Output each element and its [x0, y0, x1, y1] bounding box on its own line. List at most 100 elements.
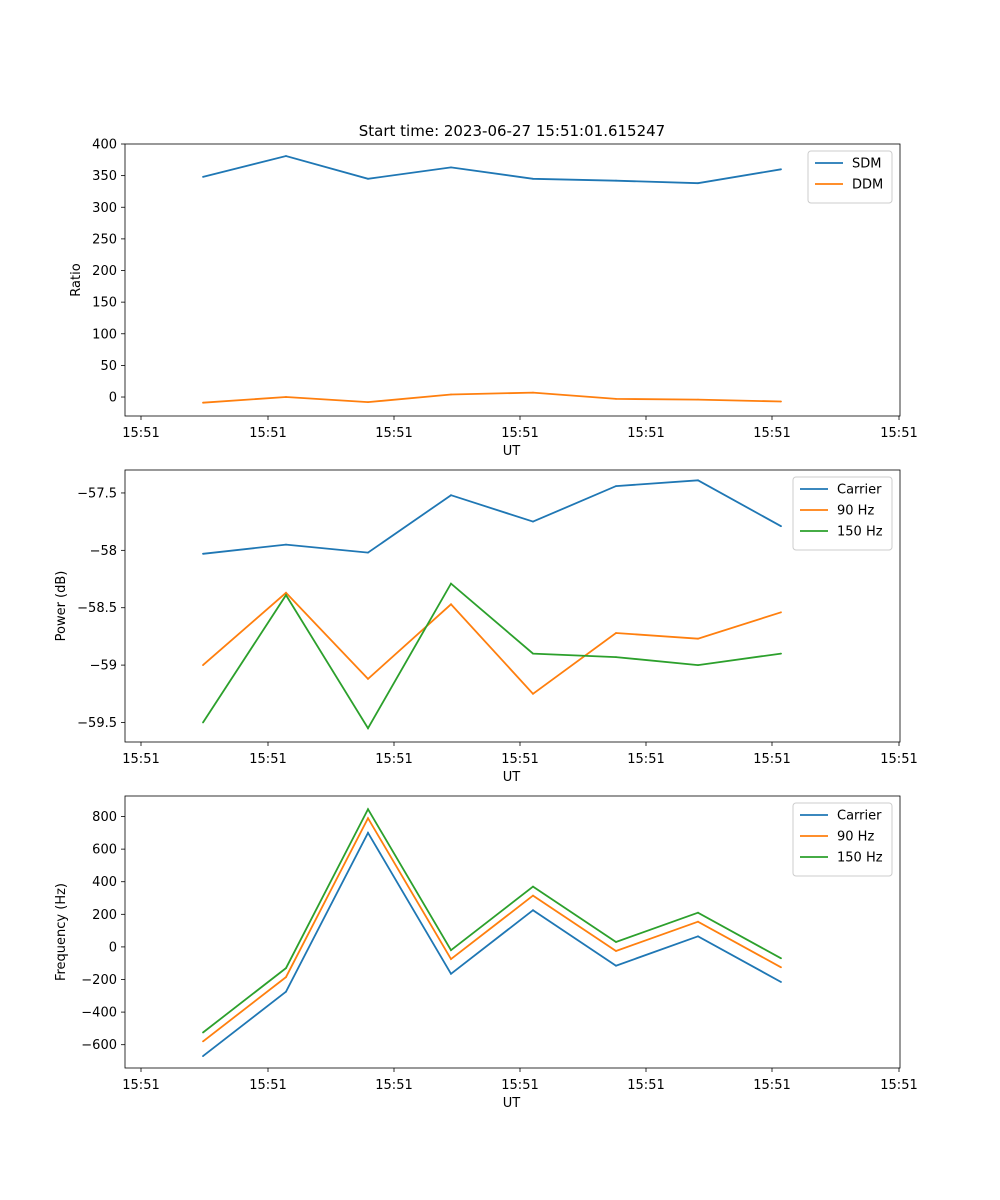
legend-label: DDM: [852, 178, 883, 193]
data-point: [202, 176, 204, 178]
data-point: [697, 398, 699, 401]
x-tick-label: 15:51: [501, 752, 538, 767]
data-point: [697, 664, 699, 666]
series-line-90-hz: [202, 816, 782, 1043]
series-line-90-hz: [202, 591, 782, 696]
data-point: [367, 808, 369, 811]
axes-frame: [124, 795, 901, 1069]
series-line-carrier: [202, 479, 782, 555]
data-point: [615, 964, 617, 967]
data-point: [780, 966, 782, 969]
data-point: [285, 990, 287, 993]
data-point: [780, 981, 782, 983]
y-tick-label: 600: [92, 843, 117, 858]
subplot-2: 15:51 15:51 15:51 15:51 15:51 15:51 15:51 −59.5…: [54, 469, 918, 785]
legend-label: 90 Hz: [837, 504, 874, 519]
series-line-carrier: [202, 830, 782, 1057]
data-point: [202, 552, 204, 555]
series-line-150-hz: [202, 807, 782, 1034]
data-point: [285, 396, 287, 398]
x-tick-label: 15:51: [880, 1078, 917, 1093]
x-tick-label: 15:51: [122, 1078, 159, 1093]
y-tick-label: −58: [90, 544, 117, 559]
y-tick-label: −59.5: [77, 716, 117, 731]
data-point: [697, 935, 699, 938]
x-axis-label: UT: [503, 770, 521, 785]
x-tick-label: 15:51: [627, 1078, 664, 1093]
data-point: [450, 494, 452, 497]
y-tick-label: −600: [81, 1038, 117, 1053]
data-point: [532, 652, 534, 655]
x-tick-label: 15:51: [753, 426, 790, 441]
data-point: [202, 664, 204, 666]
series-line-ddm: [202, 391, 782, 404]
legend: [807, 150, 893, 204]
data-point: [367, 727, 369, 730]
axes-frame: [124, 143, 901, 417]
data-point: [450, 166, 452, 169]
x-tick-label: 15:51: [753, 752, 790, 767]
axes-frame: [124, 469, 901, 743]
data-point: [615, 950, 617, 952]
data-point: [202, 1031, 204, 1034]
data-point: [202, 1055, 204, 1057]
y-tick-label: 350: [92, 169, 117, 184]
x-tick-label: 15:51: [249, 752, 286, 767]
x-tick-label: 15:51: [375, 752, 412, 767]
data-point: [285, 543, 287, 546]
y-tick-label: 100: [92, 327, 117, 342]
data-point: [202, 721, 204, 724]
x-tick-label: 15:51: [122, 426, 159, 441]
x-tick-label: 15:51: [122, 752, 159, 767]
legend-label: 90 Hz: [837, 830, 874, 845]
y-tick-label: −58.5: [77, 601, 117, 616]
y-tick-label: 200: [92, 908, 117, 923]
y-axis-label: Power (dB): [54, 571, 69, 642]
data-point: [202, 1040, 204, 1043]
data-point: [285, 591, 287, 594]
data-point: [285, 594, 287, 596]
x-tick-label: 15:51: [501, 426, 538, 441]
legend-label: 150 Hz: [837, 851, 883, 866]
y-tick-label: 150: [92, 296, 117, 311]
x-tick-label: 15:51: [880, 752, 917, 767]
y-tick-label: 250: [92, 232, 117, 247]
data-point: [780, 957, 782, 960]
data-point: [532, 894, 534, 897]
data-point: [697, 479, 699, 482]
data-point: [450, 949, 452, 952]
x-tick-label: 15:51: [375, 426, 412, 441]
data-point: [285, 155, 287, 157]
data-point: [615, 485, 617, 487]
x-tick-label: 15:51: [627, 426, 664, 441]
y-tick-label: −59: [90, 659, 117, 674]
y-axis-label: Ratio: [69, 263, 84, 296]
data-point: [697, 637, 699, 640]
legend-label: SDM: [852, 157, 881, 172]
y-axis-label: Frequency (Hz): [54, 883, 69, 981]
data-point: [202, 401, 204, 404]
data-point: [615, 398, 617, 400]
data-point: [615, 941, 617, 943]
data-point: [780, 652, 782, 655]
y-tick-label: 400: [92, 875, 117, 890]
data-point: [780, 611, 782, 614]
x-tick-label: 15:51: [627, 752, 664, 767]
subplot-1: 15:51 15:51 15:51 15:51 15:51 15:51 15:51 0 50 10…: [69, 138, 918, 460]
x-tick-label: 15:51: [249, 426, 286, 441]
legend-label: Carrier: [837, 809, 882, 824]
data-point: [450, 958, 452, 960]
data-point: [367, 817, 369, 820]
data-point: [615, 632, 617, 634]
data-point: [532, 520, 534, 523]
y-tick-label: 300: [92, 201, 117, 216]
data-point: [615, 656, 617, 658]
data-point: [367, 401, 369, 403]
x-tick-label: 15:51: [880, 426, 917, 441]
y-tick-label: −400: [81, 1006, 117, 1021]
data-point: [697, 911, 699, 914]
x-tick-label: 15:51: [753, 1078, 790, 1093]
y-tick-label: 0: [109, 940, 117, 955]
x-tick-label: 15:51: [249, 1078, 286, 1093]
